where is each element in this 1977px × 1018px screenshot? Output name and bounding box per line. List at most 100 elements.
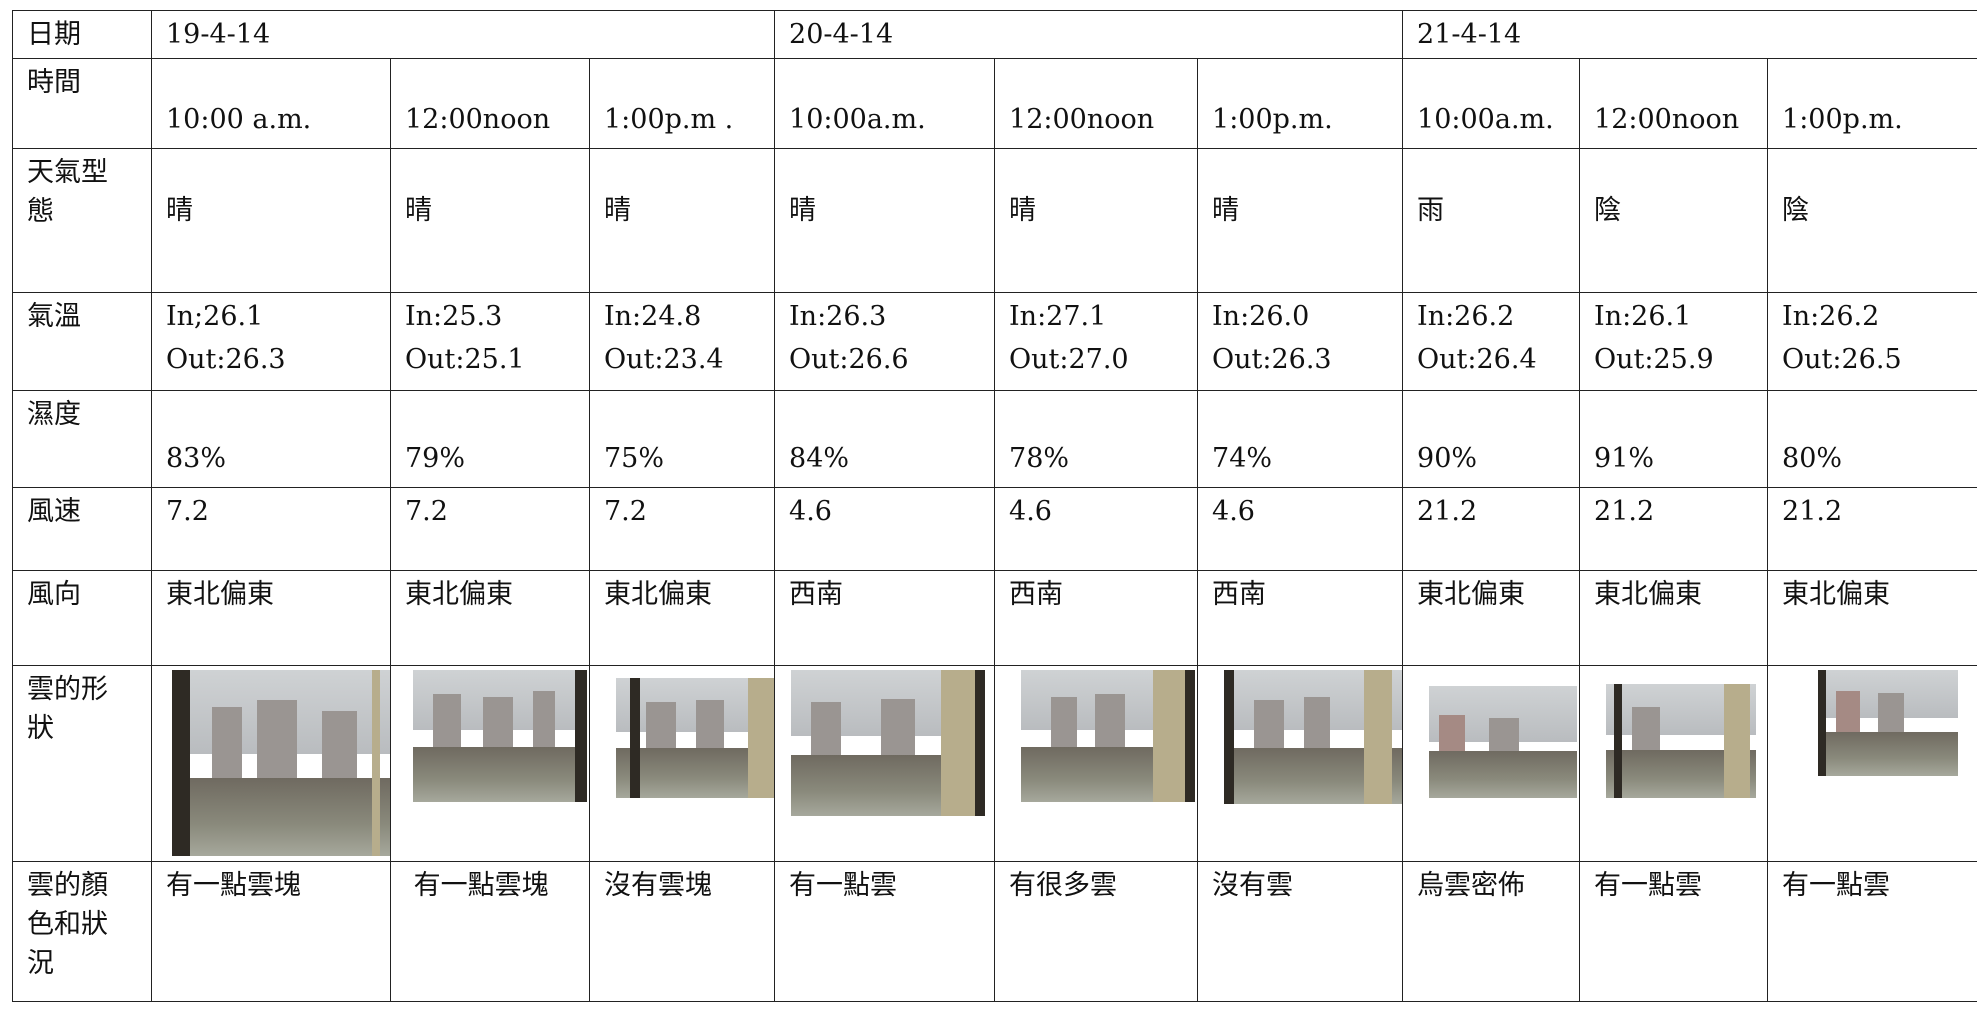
cloud-color-cell: 有一點雲 [1579,861,1769,1003]
humidity-cell: 80% [1767,390,1977,489]
cloud-photo-cell [1197,665,1404,863]
cloud-photo-cell [151,665,391,863]
cloud-photo [172,670,390,857]
humidity-cell: 84% [774,390,996,489]
cloud-color-label: 雲的顏 色和狀 況 [12,861,152,1003]
temperature-cell: In:26.1 Out:25.9 [1579,292,1769,392]
weather-cell: 晴 [151,148,391,294]
time-cell: 10:00 a.m. [151,58,391,150]
wind-direction-label: 風向 [12,570,152,667]
weather-value: 晴 [1212,195,1240,227]
cloud-photo [1429,686,1578,799]
wind-speed-label: 風速 [12,487,152,572]
time-value: 12:00noon [1594,104,1740,136]
wind-direction-row: 風向 東北偏東 東北偏東 東北偏東 西南 西南 西南 東北偏東 東北偏東 東北偏… [12,570,1977,667]
cloud-color-label-line: 況 [27,948,54,980]
temperature-cell: In:26.3 Out:26.6 [774,292,996,392]
weather-cell: 陰 [1767,148,1977,294]
weather-cell: 雨 [1402,148,1581,294]
wind-direction-cell: 東北偏東 [390,570,590,667]
wind-speed-cell: 7.2 [151,487,391,572]
time-value: 10:00a.m. [1417,104,1554,136]
weather-value: 晴 [604,195,631,227]
cloud-photo-cell [994,665,1199,863]
date-cell: 20-4-14 [774,9,1404,60]
cloud-photo-cell [588,665,776,863]
temp-in: In:26.3 [789,301,887,333]
temperature-cell: In:24.8 Out:23.4 [588,292,776,392]
cloud-photo [1818,670,1959,777]
humidity-cell: 91% [1579,390,1769,489]
cloud-shape-label: 雲的形 狀 [12,665,152,863]
time-cell: 1:00p.m . [588,58,776,150]
time-cell: 10:00a.m. [774,58,996,150]
cloud-photo-cell [774,665,996,863]
cloud-photo [1224,670,1402,805]
weather-cell: 晴 [390,148,590,294]
time-value: 12:00noon [405,104,551,136]
temp-in: In:24.8 [604,301,702,333]
wind-direction-cell: 東北偏東 [151,570,391,667]
cloud-color-label-line: 雲的顏 [27,870,108,902]
temp-out: Out:26.5 [1782,344,1902,376]
time-value: 1:00p.m . [604,104,734,136]
date-label: 日期 [12,9,152,60]
wind-speed-cell: 4.6 [994,487,1199,572]
temp-out: Out:26.4 [1417,344,1537,376]
wind-speed-cell: 7.2 [588,487,776,572]
humidity-value: 90% [1417,443,1478,475]
weather-observation-table: 日期 19-4-14 20-4-14 21-4-14 時間 10:00 a.m.… [12,9,1977,1003]
weather-value: 陰 [1594,195,1622,227]
cloud-photo-cell [1579,665,1769,863]
wind-direction-cell: 東北偏東 [1767,570,1977,667]
date-cell: 19-4-14 [150,9,776,60]
cloud-photo [413,670,587,803]
weather-cell: 晴 [994,148,1199,294]
weather-cell: 晴 [588,148,776,294]
cloud-photo-cell [1767,665,1977,863]
weather-cell: 晴 [1197,148,1404,294]
temp-out: Out:26.3 [166,344,286,376]
wind-direction-cell: 西南 [1197,570,1404,667]
time-label: 時間 [12,58,152,150]
temp-in: In;26.1 [166,301,264,333]
temperature-cell: In:26.2 Out:26.5 [1767,292,1977,392]
weather-value: 晴 [166,195,193,227]
temp-out: Out:27.0 [1009,344,1129,376]
humidity-label: 濕度 [12,390,152,489]
time-cell: 10:00a.m. [1402,58,1581,150]
temp-in: In:26.2 [1417,301,1515,333]
humidity-value: 75% [604,443,665,475]
cloud-color-cell: 沒有雲 [1197,861,1404,1003]
temperature-cell: In;26.1 Out:26.3 [151,292,391,392]
cloud-photo-cell [1402,665,1581,863]
temperature-cell: In:25.3 Out:25.1 [390,292,590,392]
cloud-photo [791,670,986,817]
humidity-value: 91% [1594,443,1655,475]
weather-label: 天氣型 態 [12,148,152,294]
temp-out: Out:23.4 [604,344,724,376]
cloud-color-cell: 有很多雲 [994,861,1199,1003]
humidity-cell: 75% [588,390,776,489]
cloud-shape-label-line: 雲的形 [27,674,108,706]
time-value: 12:00noon [1009,104,1155,136]
humidity-value: 84% [789,443,850,475]
time-value: 1:00p.m. [1782,104,1903,136]
temp-in: In:25.3 [405,301,503,333]
weather-row: 天氣型 態 晴 晴 晴 晴 晴 晴 雨 陰 陰 [12,148,1977,294]
temp-out: Out:26.3 [1212,344,1332,376]
cloud-color-cell: 有一點雲 [774,861,996,1003]
cloud-color-row: 雲的顏 色和狀 況 有一點雲塊 有一點雲塊 沒有雲塊 有一點雲 有很多雲 沒有雲… [12,861,1977,1003]
date-row: 日期 19-4-14 20-4-14 21-4-14 [12,9,1977,60]
wind-speed-cell: 21.2 [1579,487,1769,572]
wind-speed-cell: 7.2 [390,487,590,572]
cloud-color-cell: 沒有雲塊 [588,861,776,1003]
humidity-cell: 83% [151,390,391,489]
weather-label-line: 天氣型 [27,157,108,189]
temp-out: Out:26.6 [789,344,909,376]
humidity-row: 濕度 83% 79% 75% 84% 78% 74% 90% 91% 80% [12,390,1977,489]
temp-in: In:26.1 [1594,301,1692,333]
wind-speed-row: 風速 7.2 7.2 7.2 4.6 4.6 4.6 21.2 21.2 21.… [12,487,1977,572]
weather-value: 陰 [1782,195,1810,227]
wind-speed-cell: 4.6 [1197,487,1404,572]
